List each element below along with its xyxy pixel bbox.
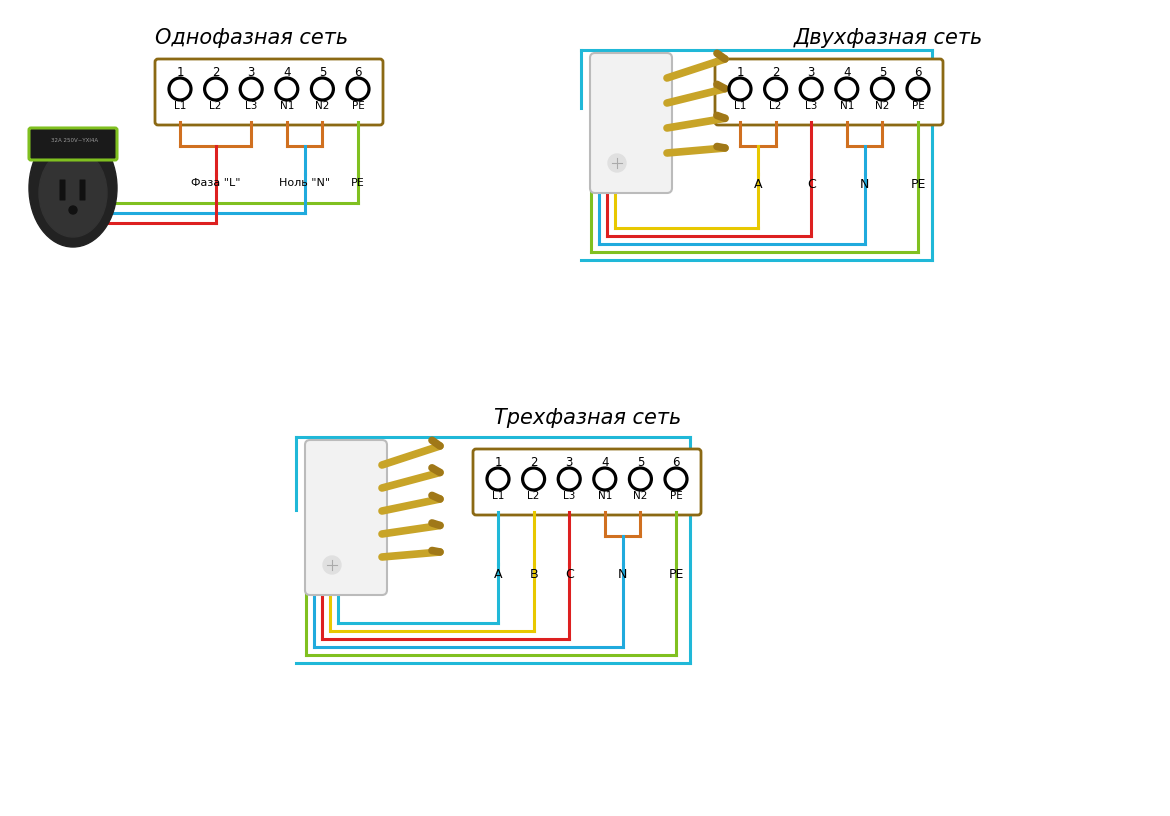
- Circle shape: [804, 82, 819, 96]
- Text: L1: L1: [491, 491, 504, 501]
- Text: 32A 250V~YXl4A: 32A 250V~YXl4A: [51, 138, 98, 143]
- Circle shape: [315, 82, 330, 96]
- FancyBboxPatch shape: [305, 440, 387, 595]
- Text: 6: 6: [914, 66, 922, 79]
- Text: A: A: [753, 178, 762, 191]
- Circle shape: [598, 472, 612, 486]
- Ellipse shape: [39, 149, 106, 237]
- Text: PE: PE: [352, 101, 364, 111]
- Circle shape: [172, 82, 187, 96]
- Text: PE: PE: [351, 178, 365, 188]
- Text: L2: L2: [528, 491, 539, 501]
- Text: 1: 1: [177, 66, 184, 79]
- Text: N2: N2: [315, 101, 330, 111]
- Circle shape: [608, 154, 626, 172]
- Text: C: C: [565, 568, 573, 581]
- Text: 2: 2: [530, 456, 537, 469]
- Text: PE: PE: [910, 178, 925, 191]
- Circle shape: [280, 82, 295, 96]
- FancyBboxPatch shape: [473, 449, 701, 515]
- Text: 5: 5: [636, 456, 645, 469]
- Text: N1: N1: [280, 101, 294, 111]
- Circle shape: [768, 82, 783, 96]
- Text: 3: 3: [248, 66, 255, 79]
- Text: L3: L3: [805, 101, 818, 111]
- Text: Ноль "N": Ноль "N": [278, 178, 330, 188]
- Circle shape: [668, 472, 683, 486]
- Text: L3: L3: [563, 491, 576, 501]
- FancyBboxPatch shape: [29, 128, 117, 160]
- Circle shape: [732, 82, 748, 96]
- Text: Однофазная сеть: Однофазная сеть: [156, 28, 349, 48]
- Text: N2: N2: [875, 101, 889, 111]
- Circle shape: [839, 82, 854, 96]
- Text: N1: N1: [598, 491, 612, 501]
- Text: L2: L2: [770, 101, 782, 111]
- Circle shape: [562, 472, 577, 486]
- Text: 3: 3: [565, 456, 573, 469]
- Text: L1: L1: [174, 101, 186, 111]
- Circle shape: [323, 556, 340, 574]
- Circle shape: [243, 82, 259, 96]
- Text: N1: N1: [840, 101, 854, 111]
- FancyBboxPatch shape: [80, 180, 85, 201]
- FancyBboxPatch shape: [715, 59, 943, 125]
- Text: 4: 4: [601, 456, 608, 469]
- Text: 1: 1: [736, 66, 744, 79]
- FancyBboxPatch shape: [154, 59, 383, 125]
- Text: Трехфазная сеть: Трехфазная сеть: [495, 408, 682, 428]
- Text: PE: PE: [668, 568, 683, 581]
- Circle shape: [208, 82, 223, 96]
- Circle shape: [910, 82, 925, 96]
- Text: C: C: [807, 178, 815, 191]
- Text: Двухфазная сеть: Двухфазная сеть: [793, 28, 983, 48]
- Text: N: N: [618, 568, 627, 581]
- Circle shape: [526, 472, 541, 486]
- Text: 1: 1: [494, 456, 502, 469]
- Circle shape: [633, 472, 648, 486]
- Text: B: B: [529, 568, 538, 581]
- Text: A: A: [494, 568, 502, 581]
- Text: 4: 4: [283, 66, 290, 79]
- Text: 2: 2: [212, 66, 219, 79]
- Circle shape: [351, 82, 365, 96]
- Text: N2: N2: [633, 491, 647, 501]
- Text: 2: 2: [772, 66, 779, 79]
- Text: N: N: [860, 178, 869, 191]
- Text: 6: 6: [355, 66, 362, 79]
- FancyBboxPatch shape: [60, 180, 66, 201]
- Text: PE: PE: [911, 101, 924, 111]
- Text: L2: L2: [209, 101, 222, 111]
- Text: 6: 6: [673, 456, 680, 469]
- Text: L1: L1: [734, 101, 746, 111]
- Text: L3: L3: [245, 101, 257, 111]
- FancyBboxPatch shape: [590, 53, 672, 193]
- Circle shape: [69, 206, 77, 214]
- Text: 5: 5: [318, 66, 326, 79]
- Ellipse shape: [29, 129, 117, 247]
- Text: Фаза "L": Фаза "L": [191, 178, 240, 188]
- Circle shape: [875, 82, 890, 96]
- Text: 3: 3: [807, 66, 814, 79]
- Text: 5: 5: [879, 66, 886, 79]
- Circle shape: [490, 472, 505, 486]
- Text: PE: PE: [669, 491, 682, 501]
- Text: 4: 4: [844, 66, 851, 79]
